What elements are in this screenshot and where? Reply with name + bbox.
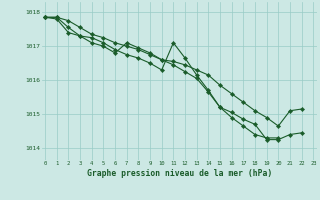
- X-axis label: Graphe pression niveau de la mer (hPa): Graphe pression niveau de la mer (hPa): [87, 169, 272, 178]
